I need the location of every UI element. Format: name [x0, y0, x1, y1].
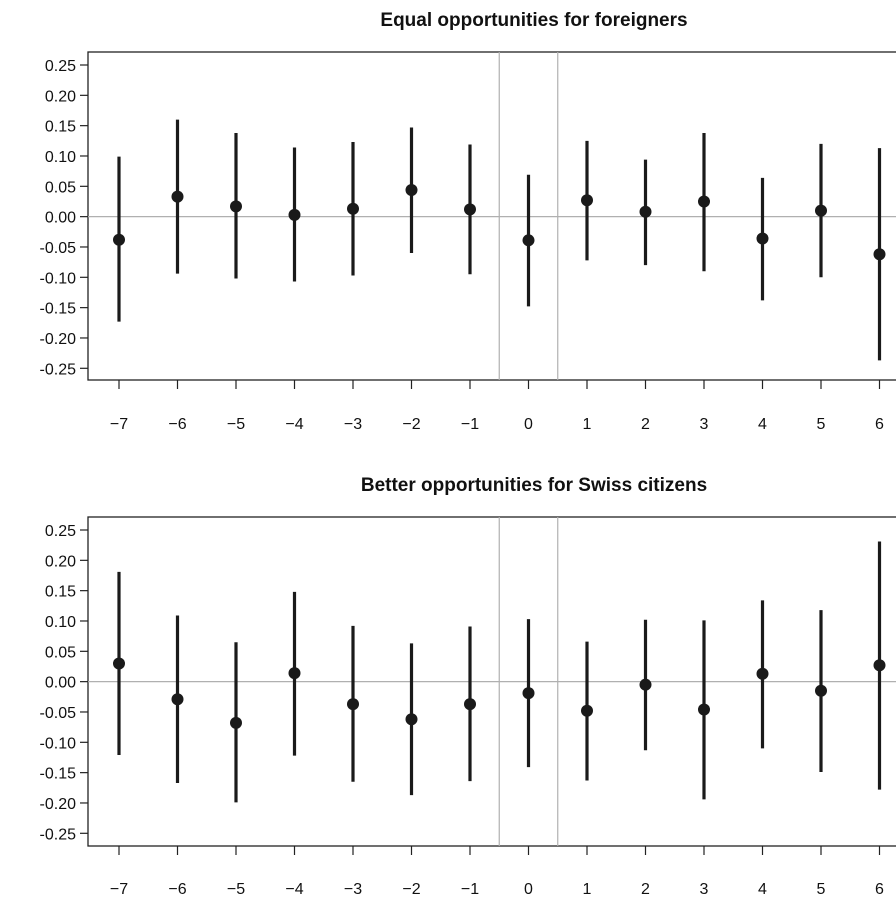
y-tick-label: 0.05: [45, 644, 76, 661]
point-estimate: [230, 200, 242, 213]
x-tick-label: 5: [817, 416, 826, 433]
x-tick-label: −4: [285, 416, 303, 433]
point-estimate: [639, 205, 652, 218]
x-tick-label: −3: [344, 416, 362, 433]
x-tick-label: 4: [758, 881, 767, 898]
y-tick-label: 0.20: [45, 88, 76, 105]
y-tick-label: -0.05: [40, 240, 77, 257]
plot-frame: [87, 51, 896, 381]
point-estimate: [347, 202, 359, 215]
y-tick-label: 0.25: [45, 58, 76, 75]
point-estimate: [756, 232, 769, 245]
point-estimate: [698, 703, 710, 716]
point-estimate: [698, 195, 710, 208]
x-tick-label: −1: [461, 416, 479, 433]
x-tick-label: 0: [524, 416, 533, 433]
x-tick-label: 3: [700, 416, 709, 433]
point-estimate: [113, 657, 125, 670]
x-tick-label: 2: [641, 881, 650, 898]
x-tick-label: −6: [168, 416, 186, 433]
point-estimate: [639, 678, 652, 691]
y-tick-label: 0.20: [45, 553, 76, 570]
x-tick-label: −5: [227, 416, 245, 433]
point-estimate: [464, 203, 476, 216]
point-estimate: [171, 190, 184, 203]
x-tick-label: −6: [168, 881, 186, 898]
point-estimate: [288, 208, 301, 221]
y-tick-label: 0.25: [45, 523, 76, 540]
x-tick-label: 3: [700, 881, 709, 898]
point-estimate: [815, 204, 827, 217]
y-tick-label: -0.10: [40, 270, 77, 287]
y-tick-label: -0.25: [40, 361, 77, 378]
point-estimate: [756, 667, 769, 680]
point-estimate: [405, 183, 418, 196]
x-tick-label: 5: [817, 881, 826, 898]
y-tick-label: -0.15: [40, 301, 77, 318]
point-estimate: [113, 233, 125, 246]
point-estimate: [522, 687, 535, 700]
y-tick-label: 0.10: [45, 149, 76, 166]
x-tick-label: −5: [227, 881, 245, 898]
chart-title: Better opportunities for Swiss citizens: [361, 475, 707, 496]
point-estimate: [171, 693, 184, 706]
point-estimate: [581, 704, 593, 717]
y-tick-label: 0.05: [45, 179, 76, 196]
chart-title: Equal opportunities for foreigners: [380, 10, 687, 31]
x-tick-label: 6: [875, 416, 884, 433]
x-tick-label: 4: [758, 416, 767, 433]
y-tick-label: 0.00: [45, 210, 76, 227]
y-tick-label: -0.10: [40, 735, 77, 752]
y-tick-label: -0.25: [40, 826, 77, 843]
x-tick-label: 1: [583, 881, 592, 898]
point-estimate: [347, 698, 359, 711]
y-tick-label: 0.10: [45, 614, 76, 631]
point-estimate: [464, 698, 476, 711]
point-estimate: [288, 667, 301, 680]
x-tick-label: −2: [402, 416, 420, 433]
x-tick-label: 1: [583, 416, 592, 433]
y-tick-label: -0.20: [40, 796, 77, 813]
point-estimate: [873, 248, 886, 261]
y-tick-label: 0.15: [45, 119, 76, 136]
y-tick-label: 0.00: [45, 675, 76, 692]
point-estimate: [815, 684, 827, 697]
x-tick-label: −7: [110, 881, 128, 898]
x-tick-label: 2: [641, 416, 650, 433]
point-estimate: [230, 716, 242, 729]
point-estimate: [522, 234, 535, 247]
x-tick-label: −2: [402, 881, 420, 898]
y-tick-label: -0.15: [40, 766, 77, 783]
x-tick-label: −3: [344, 881, 362, 898]
point-estimate: [873, 659, 886, 672]
x-tick-label: −1: [461, 881, 479, 898]
x-tick-label: −7: [110, 416, 128, 433]
x-tick-label: −4: [285, 881, 303, 898]
point-estimate: [581, 194, 593, 207]
y-tick-label: -0.05: [40, 705, 77, 722]
point-estimate: [405, 713, 418, 726]
y-tick-label: 0.15: [45, 584, 76, 601]
y-tick-label: -0.20: [40, 331, 77, 348]
x-tick-label: 6: [875, 881, 884, 898]
x-tick-label: 0: [524, 881, 533, 898]
